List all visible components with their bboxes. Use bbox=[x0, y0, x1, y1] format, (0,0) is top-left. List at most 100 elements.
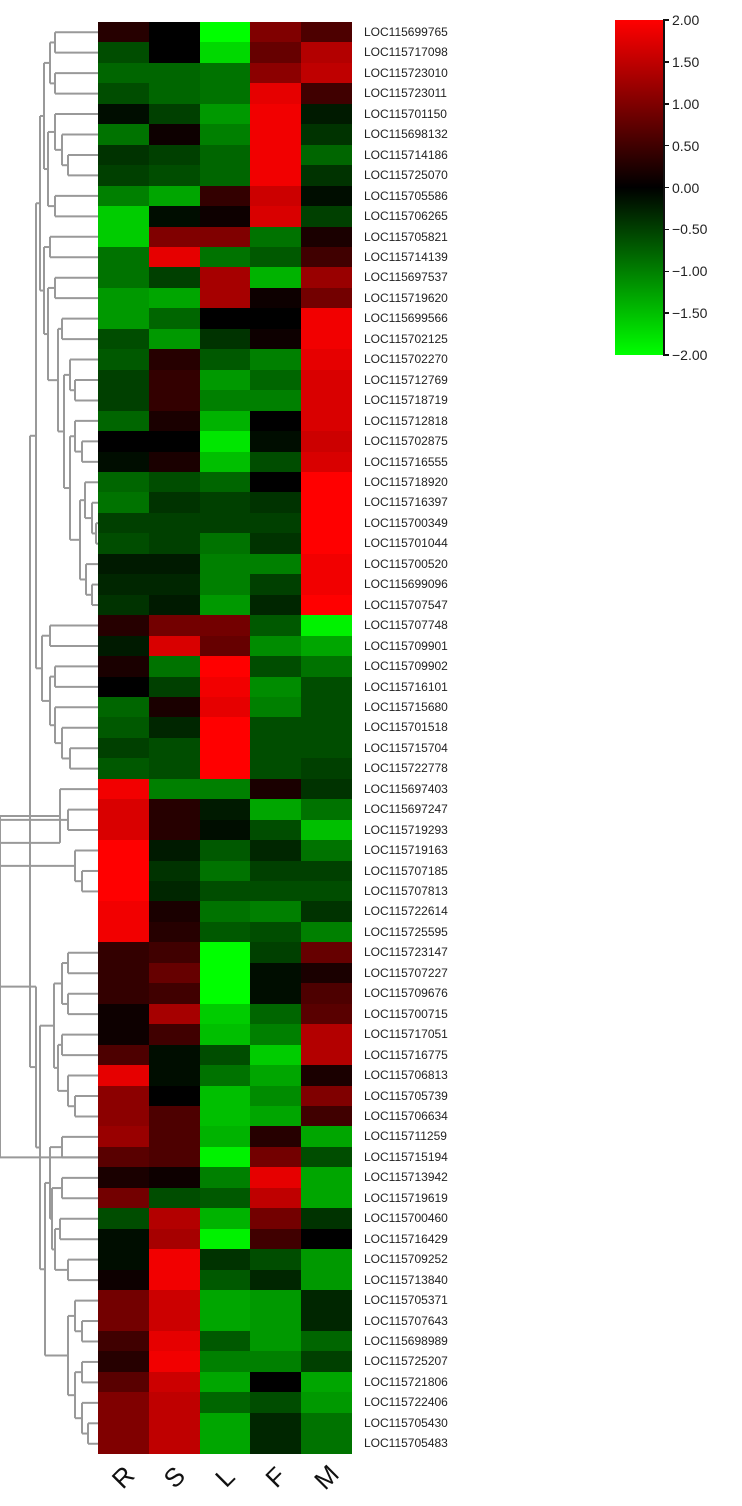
row-label: LOC115707748 bbox=[364, 618, 448, 633]
heatmap-cell bbox=[250, 840, 302, 861]
heatmap-cell bbox=[250, 1167, 302, 1188]
heatmap-cell bbox=[250, 1290, 302, 1311]
row-label: LOC115717051 bbox=[364, 1027, 448, 1042]
heatmap-cell bbox=[148, 226, 200, 247]
heatmap-row bbox=[98, 349, 352, 370]
heatmap-cell bbox=[98, 901, 149, 922]
heatmap-cell bbox=[98, 512, 149, 534]
heatmap-cell bbox=[301, 103, 352, 125]
heatmap-cell bbox=[98, 1003, 149, 1025]
heatmap-cell bbox=[148, 1228, 200, 1250]
heatmap-row bbox=[98, 799, 352, 820]
heatmap-cell bbox=[250, 471, 302, 493]
heatmap-cell bbox=[148, 1371, 200, 1393]
legend-tick-label: 0.00 bbox=[672, 179, 700, 196]
heatmap-cell bbox=[98, 656, 149, 677]
heatmap-cell bbox=[98, 492, 149, 513]
heatmap-cell bbox=[148, 471, 200, 493]
heatmap-cell bbox=[98, 226, 149, 247]
heatmap-cell bbox=[199, 267, 251, 288]
heatmap-cell bbox=[301, 1106, 352, 1127]
heatmap-cell bbox=[98, 594, 149, 616]
heatmap-cell bbox=[199, 83, 251, 104]
heatmap-cell bbox=[148, 431, 200, 452]
heatmap-cell bbox=[250, 656, 302, 677]
heatmap-cell bbox=[98, 328, 149, 350]
heatmap-cell bbox=[301, 431, 352, 452]
heatmap-cell bbox=[148, 1290, 200, 1311]
row-label: LOC115723147 bbox=[364, 945, 448, 960]
heatmap-cell bbox=[301, 1433, 352, 1454]
heatmap-cell bbox=[250, 1371, 302, 1393]
heatmap-cell bbox=[148, 206, 200, 227]
row-label: LOC115700460 bbox=[364, 1211, 448, 1226]
row-label: LOC115718719 bbox=[364, 393, 448, 408]
heatmap-cell bbox=[148, 799, 200, 820]
heatmap-cell bbox=[250, 369, 302, 391]
heatmap-cell bbox=[199, 42, 251, 63]
row-label: LOC115722614 bbox=[364, 904, 448, 919]
heatmap-cell bbox=[199, 124, 251, 145]
heatmap-cell bbox=[199, 349, 251, 370]
heatmap-cell bbox=[301, 1412, 352, 1434]
heatmap-row bbox=[98, 656, 352, 677]
heatmap-cell bbox=[199, 206, 251, 227]
heatmap-cell bbox=[250, 185, 302, 207]
heatmap-cell bbox=[98, 1024, 149, 1045]
heatmap-row bbox=[98, 737, 352, 759]
heatmap-cell bbox=[199, 246, 251, 268]
heatmap-cell bbox=[98, 267, 149, 288]
heatmap-cell bbox=[301, 451, 352, 472]
heatmap-row bbox=[98, 431, 352, 452]
heatmap-row bbox=[98, 1208, 352, 1229]
heatmap-cell bbox=[148, 656, 200, 677]
heatmap-cell bbox=[148, 62, 200, 84]
heatmap-cell bbox=[301, 1126, 352, 1147]
legend-tick-label: 2.00 bbox=[672, 12, 700, 28]
heatmap-cell bbox=[98, 1167, 149, 1188]
heatmap-cell bbox=[148, 1392, 200, 1413]
row-label: LOC115697247 bbox=[364, 802, 448, 817]
heatmap-cell bbox=[199, 656, 251, 677]
heatmap-cell bbox=[148, 553, 200, 575]
heatmap-cell bbox=[148, 42, 200, 63]
heatmap-cell bbox=[98, 635, 149, 657]
column-label: L bbox=[208, 1461, 241, 1493]
row-label: LOC115719619 bbox=[364, 1190, 448, 1205]
heatmap-row bbox=[98, 696, 352, 718]
row-label: LOC115705586 bbox=[364, 188, 448, 203]
heatmap-row bbox=[98, 267, 352, 288]
heatmap-cell bbox=[301, 1003, 352, 1025]
heatmap-cell bbox=[199, 165, 251, 186]
row-label: LOC115705739 bbox=[364, 1088, 448, 1103]
row-label: LOC115699566 bbox=[364, 311, 448, 326]
heatmap-cell bbox=[250, 206, 302, 227]
heatmap-row bbox=[98, 492, 352, 513]
heatmap-cell bbox=[98, 615, 149, 636]
heatmap-row bbox=[98, 615, 352, 636]
heatmap-cell bbox=[250, 860, 302, 882]
heatmap-cell bbox=[98, 1433, 149, 1454]
heatmap-row bbox=[98, 1003, 352, 1025]
heatmap-cell bbox=[301, 1044, 352, 1066]
row-label: LOC115712818 bbox=[364, 413, 448, 428]
heatmap-cell bbox=[98, 983, 149, 1004]
heatmap-cell bbox=[98, 1065, 149, 1086]
heatmap-cell bbox=[148, 1412, 200, 1434]
heatmap-cell bbox=[250, 553, 302, 575]
row-label: LOC115709902 bbox=[364, 659, 448, 674]
row-label: LOC115700520 bbox=[364, 556, 448, 571]
heatmap-cell bbox=[98, 42, 149, 63]
heatmap-cell bbox=[148, 83, 200, 104]
heatmap-row bbox=[98, 512, 352, 534]
heatmap-cell bbox=[199, 185, 251, 207]
heatmap-cell bbox=[199, 1412, 251, 1434]
heatmap-cell bbox=[98, 206, 149, 227]
legend-tick bbox=[663, 312, 669, 314]
heatmap-row bbox=[98, 962, 352, 984]
heatmap-row bbox=[98, 410, 352, 432]
heatmap-cell bbox=[148, 1249, 200, 1270]
row-label: LOC115714139 bbox=[364, 249, 448, 264]
heatmap-cell bbox=[148, 758, 200, 779]
heatmap-cell bbox=[250, 1208, 302, 1229]
